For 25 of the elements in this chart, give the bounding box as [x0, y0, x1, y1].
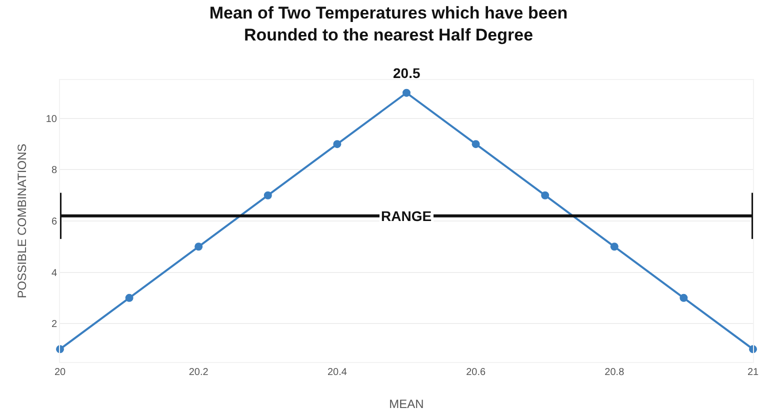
point — [125, 294, 134, 302]
chart-title: Mean of Two Temperatures which have been Rounded to the nearest Half Degree — [209, 4, 568, 45]
point — [472, 140, 480, 148]
point — [680, 294, 688, 302]
x-tick-label: 20.8 — [604, 367, 625, 378]
x-tick-label: 20.6 — [466, 367, 486, 378]
y-tick-label: 2 — [51, 319, 58, 330]
y-tick-label: 8 — [51, 165, 58, 176]
point — [333, 140, 342, 148]
point — [402, 88, 410, 97]
y-axis-title: POSSIBLE COMBINATIONS — [15, 144, 29, 298]
x-axis-title: MEAN — [389, 397, 424, 411]
annotation: 20.5 — [393, 65, 420, 81]
x-tick-label: 21 — [747, 367, 759, 378]
x-tick-label: 20.2 — [188, 367, 209, 378]
y-tick-label: 10 — [46, 114, 58, 125]
y-tick-label: 4 — [51, 268, 58, 279]
y-tick-label: 6 — [51, 216, 58, 228]
annotation: RANGE — [381, 208, 432, 224]
x-tick-label: 20 — [54, 367, 66, 378]
x-tick-label: 20.4 — [327, 367, 348, 378]
point — [610, 242, 618, 251]
point — [541, 191, 550, 200]
point — [264, 191, 272, 200]
point — [194, 242, 203, 251]
